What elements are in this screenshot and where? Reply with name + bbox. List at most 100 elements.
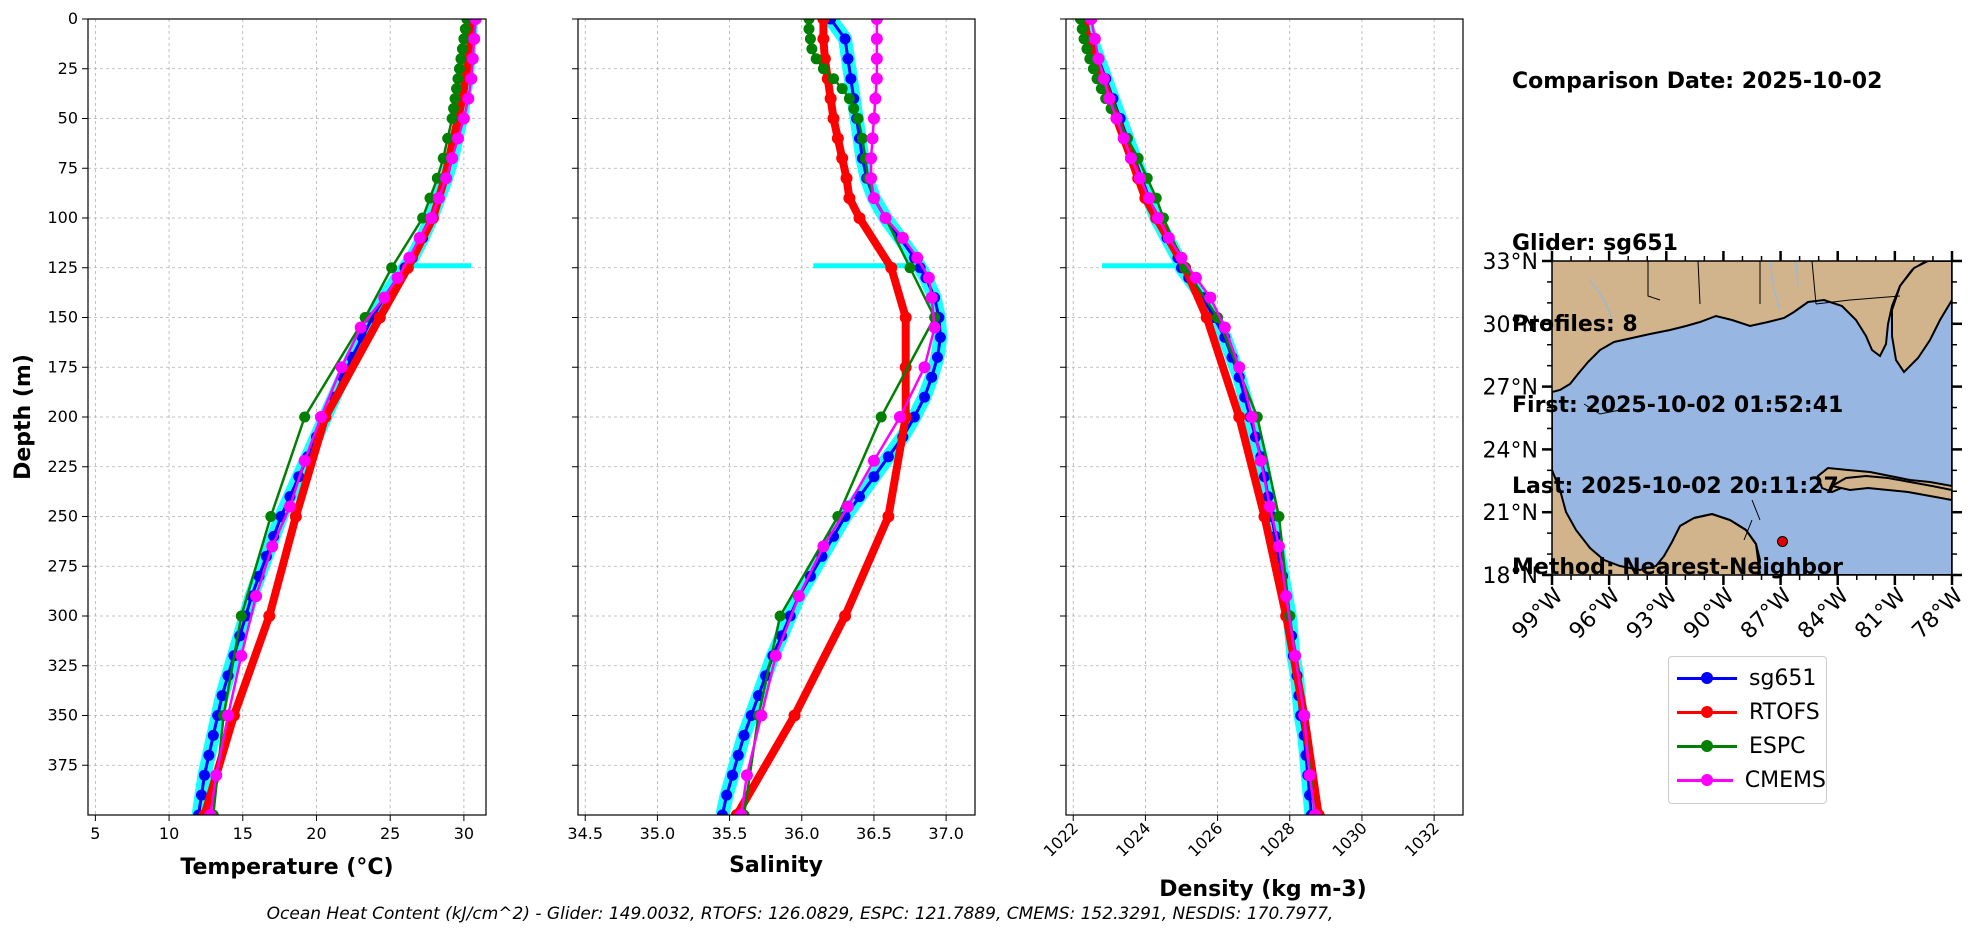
- data-point-espc: [875, 411, 887, 423]
- temperature-xlabel: Temperature (°C): [180, 855, 393, 880]
- data-point-cmems: [1133, 172, 1146, 185]
- data-point-espc: [904, 262, 916, 274]
- data-point-espc: [828, 73, 840, 85]
- data-point-cmems: [1124, 152, 1137, 165]
- data-point-rtofs: [831, 132, 844, 145]
- x-tick-label: 1024: [1112, 818, 1154, 860]
- data-point-sg651: [732, 749, 744, 761]
- data-point-cmems: [468, 32, 481, 45]
- data-point-rtofs: [899, 311, 912, 324]
- data-point-cmems: [204, 809, 217, 815]
- glider-location-marker: [1776, 536, 1788, 548]
- data-point-sg651: [914, 262, 926, 274]
- data-point-espc: [1076, 23, 1088, 35]
- data-point-espc: [803, 23, 815, 35]
- data-point-rtofs: [817, 19, 830, 25]
- lon-tick-label: 78°W: [1908, 583, 1969, 644]
- data-point-espc: [803, 19, 815, 25]
- data-point-cmems: [865, 152, 878, 165]
- data-point-cmems: [354, 321, 367, 334]
- data-point-espc: [456, 43, 468, 55]
- data-point-espc: [804, 33, 816, 45]
- data-point-cmems: [451, 132, 464, 145]
- x-tick-label: 20: [306, 824, 326, 843]
- data-point-rtofs: [263, 610, 276, 622]
- data-point-rtofs: [1200, 311, 1213, 324]
- data-point-rtofs: [289, 510, 302, 523]
- data-point-cmems: [466, 52, 479, 65]
- data-point-espc: [451, 83, 463, 95]
- data-point-espc: [446, 113, 458, 124]
- data-point-cmems: [283, 500, 296, 513]
- x-tick-label: 1028: [1256, 818, 1298, 860]
- x-tick-label: 1022: [1040, 818, 1082, 860]
- data-point-cmems: [1085, 19, 1098, 25]
- comparison-date: Comparison Date: 2025-10-02: [1512, 69, 1883, 94]
- y-tick-label: 100: [47, 208, 78, 227]
- data-point-sg651: [721, 789, 733, 801]
- x-tick-label: 15: [233, 824, 253, 843]
- data-point-espc: [461, 19, 473, 25]
- data-point-espc: [453, 63, 465, 75]
- data-point-espc: [442, 132, 454, 144]
- temperature-grid: [88, 18, 486, 815]
- data-point-cmems: [378, 291, 391, 304]
- legend-swatch-sg651: [1677, 668, 1737, 688]
- data-point-espc: [265, 511, 277, 522]
- data-point-sg651: [839, 33, 851, 45]
- data-point-espc: [449, 93, 461, 105]
- x-tick-label: 30: [454, 824, 474, 843]
- y-tick-label: 125: [47, 258, 78, 277]
- data-point-rtofs: [1258, 510, 1271, 523]
- series-cmems: [204, 19, 482, 815]
- data-point-cmems: [1289, 649, 1302, 662]
- legend-swatch-cmems: [1677, 770, 1733, 790]
- data-point-cmems: [1110, 112, 1123, 125]
- x-tick-label: 36.5: [856, 824, 892, 843]
- data-point-cmems: [817, 540, 830, 553]
- x-tick-label: 35.5: [712, 824, 748, 843]
- data-point-cmems: [1204, 291, 1217, 304]
- legend: sg651 RTOFS ESPC CMEMS: [1668, 656, 1827, 804]
- y-tick-label: 175: [47, 357, 78, 376]
- data-point-espc: [431, 172, 443, 184]
- density-series: [1074, 19, 1325, 815]
- data-point-cmems: [870, 32, 883, 45]
- x-tick-label: 37.0: [928, 824, 964, 843]
- data-point-cmems: [457, 112, 470, 125]
- data-point-cmems: [918, 361, 931, 374]
- data-point-rtofs: [840, 172, 853, 185]
- data-point-cmems: [1298, 709, 1311, 722]
- legend-item-rtofs: RTOFS: [1669, 695, 1826, 729]
- florida-peninsula: [1891, 261, 1952, 374]
- data-point-cmems: [925, 291, 938, 304]
- legend-swatch-espc: [1677, 736, 1737, 756]
- data-point-cmems: [1152, 212, 1165, 224]
- data-point-cmems: [867, 112, 880, 125]
- data-point-sg651: [198, 769, 210, 781]
- location-map: 33°N30°N27°N24°N21°N18°N99°W96°W93°W90°W…: [1483, 250, 1969, 644]
- y-tick-label: 25: [58, 59, 78, 78]
- y-tick-label: 300: [47, 606, 78, 625]
- data-point-sg651: [908, 411, 920, 423]
- data-point-rtofs: [839, 610, 852, 622]
- data-point-cmems: [792, 590, 805, 603]
- data-point-cmems: [1162, 231, 1175, 244]
- glider-name: Glider: sg651: [1512, 231, 1678, 256]
- data-point-espc: [843, 93, 855, 105]
- rivers: [1553, 261, 1799, 485]
- data-point-cmems: [222, 709, 235, 722]
- data-point-espc: [836, 83, 848, 95]
- data-point-espc: [452, 73, 464, 85]
- y-tick-label: 325: [47, 656, 78, 675]
- data-point-espc: [299, 411, 311, 423]
- x-tick-label: 34.5: [567, 824, 603, 843]
- data-point-cmems: [250, 590, 263, 603]
- y-tick-label: 350: [47, 706, 78, 725]
- x-tick-label: 25: [380, 824, 400, 843]
- data-point-cmems: [866, 132, 879, 145]
- y-tick-label: 75: [58, 158, 78, 177]
- legend-item-cmems: CMEMS: [1669, 763, 1826, 797]
- y-tick-label: 250: [47, 507, 78, 526]
